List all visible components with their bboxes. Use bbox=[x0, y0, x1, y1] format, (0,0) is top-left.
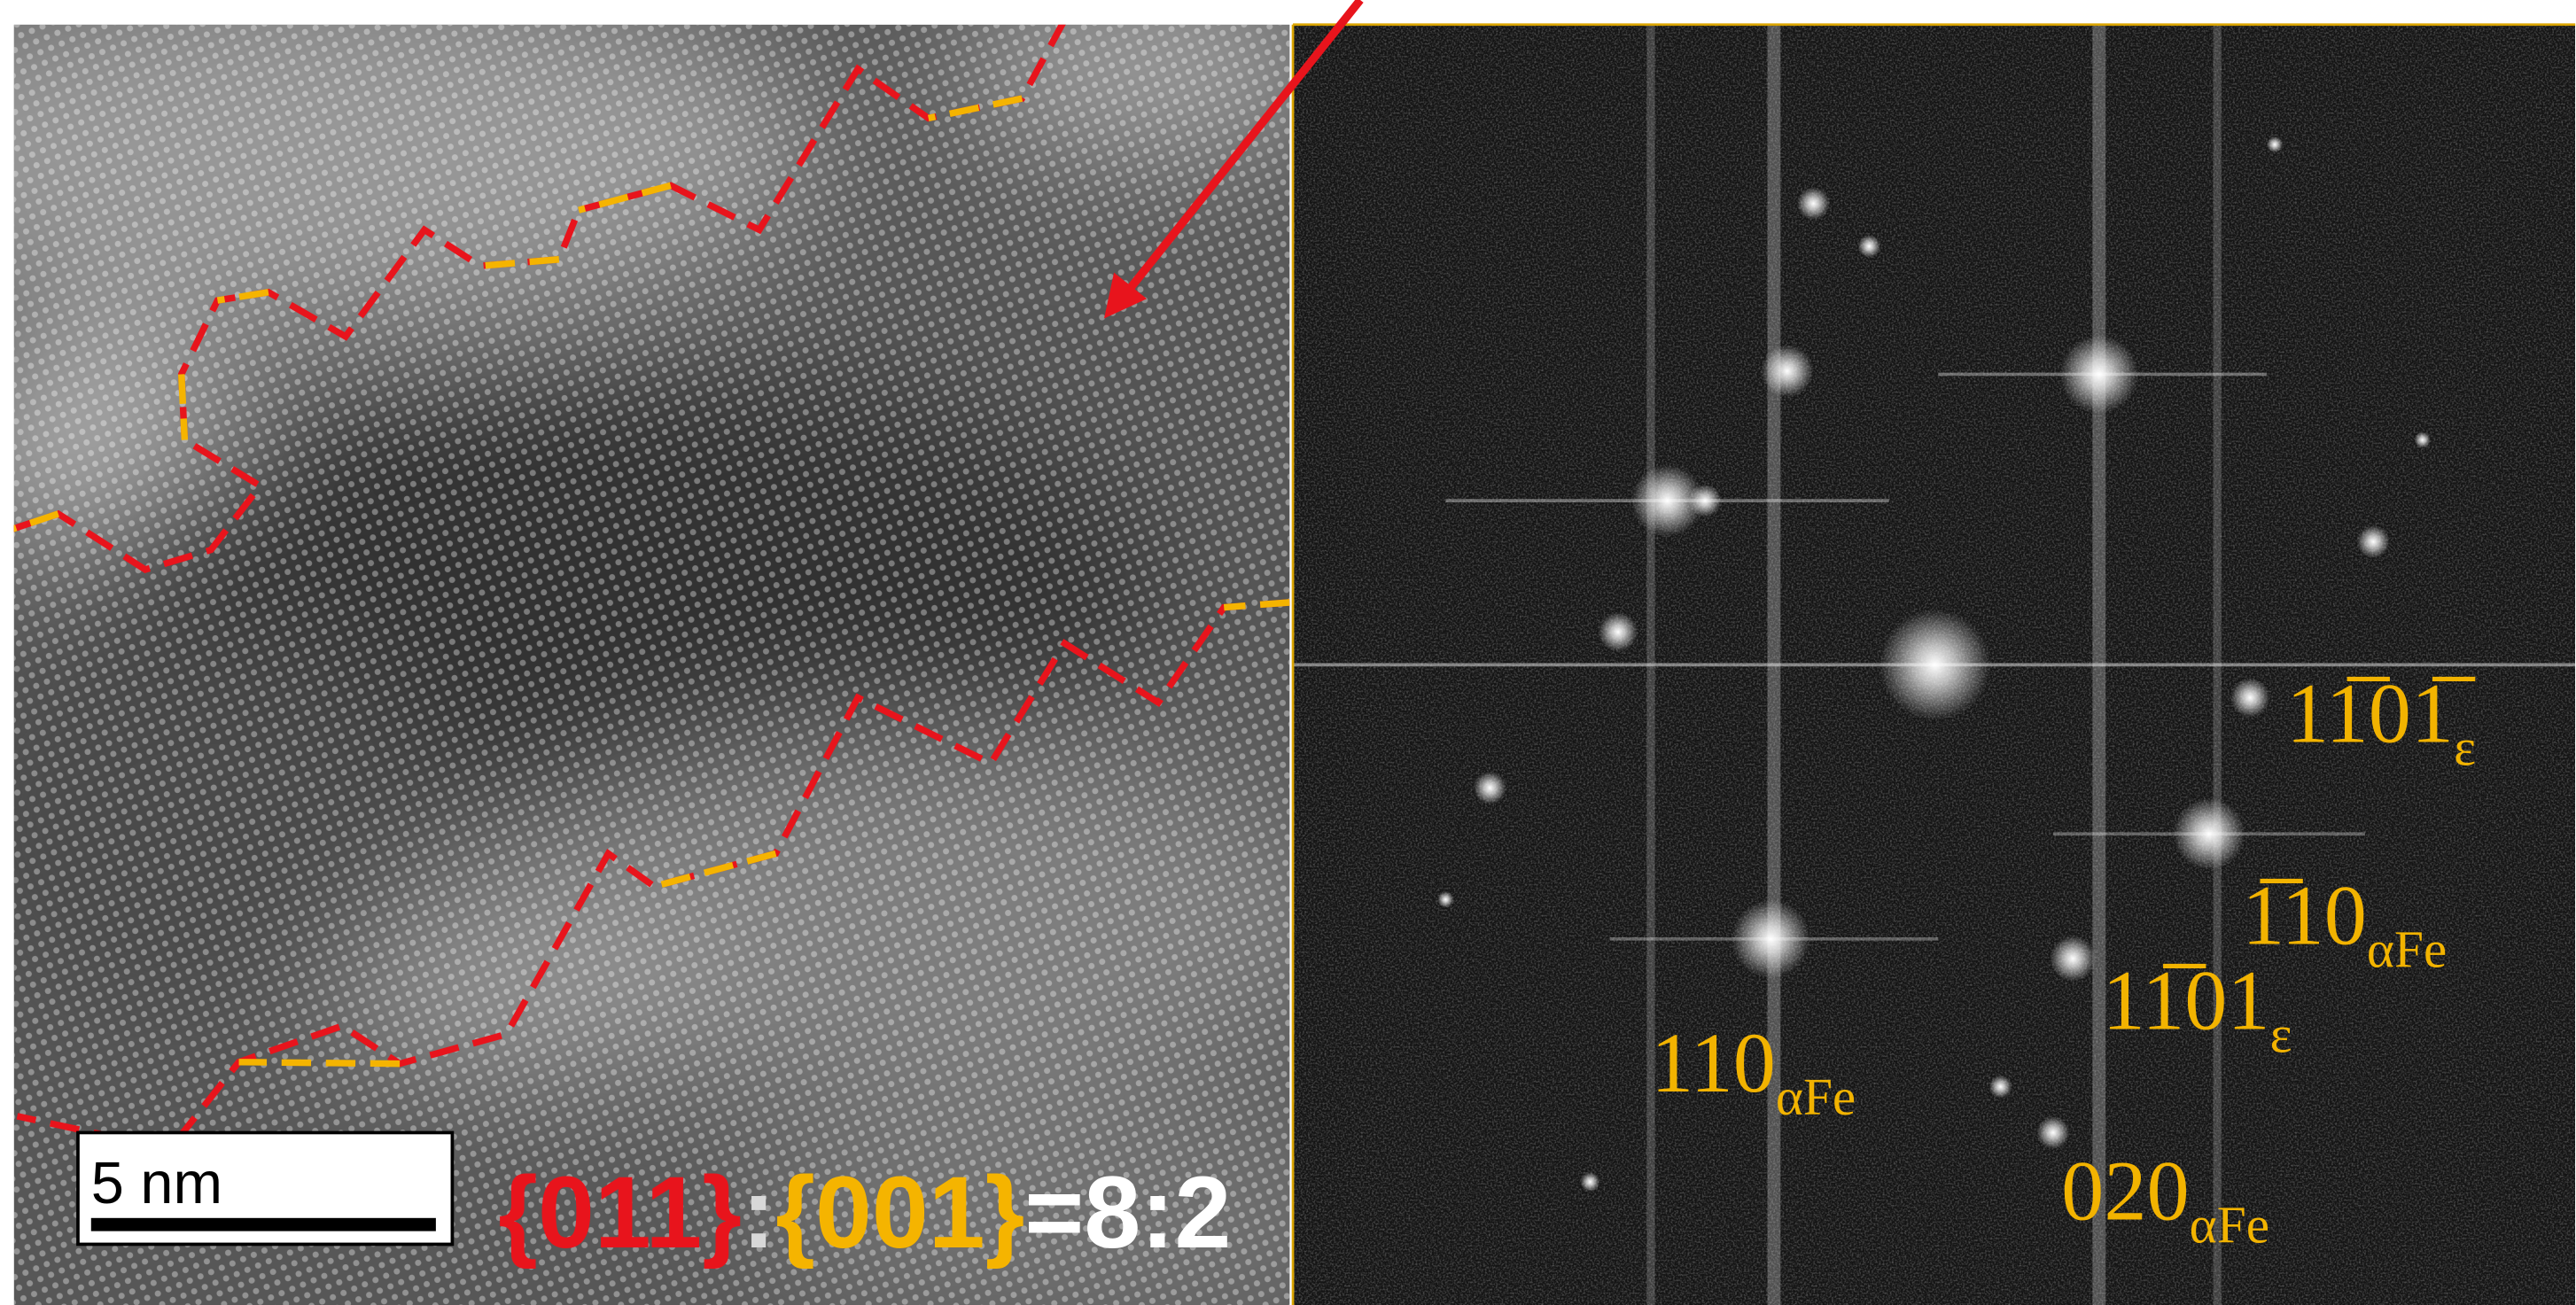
spot-index: 1̅10 bbox=[2242, 867, 2367, 962]
figure: 5 nm {011}:{001}=8:2 bbox=[0, 0, 2576, 1305]
scale-bar bbox=[91, 1218, 436, 1231]
lattice bbox=[14, 25, 1290, 1305]
ratio-first: {011} bbox=[498, 1156, 742, 1270]
scale-bar-label: 5 nm bbox=[91, 1151, 222, 1216]
plane-ratio: {011}:{001}=8:2 bbox=[498, 1156, 1231, 1270]
spot-subscript: αFe bbox=[1776, 1068, 1856, 1126]
tem-image: 5 nm {011}:{001}=8:2 bbox=[0, 0, 1397, 1305]
spot-label: 11̅01ε bbox=[2103, 953, 2292, 1064]
spot-label: 11̅01̅ε bbox=[2286, 665, 2476, 776]
ratio-second: {001} bbox=[775, 1156, 1024, 1270]
ratio-result: =8:2 bbox=[1024, 1156, 1231, 1270]
page: 5 nm {011}:{001}=8:2 bbox=[0, 0, 2576, 1305]
spot-index: 110 bbox=[1651, 1015, 1776, 1110]
spot-index: 11̅01̅ bbox=[2286, 665, 2476, 760]
spot-subscript: αFe bbox=[2190, 1196, 2269, 1255]
spot-subscript: αFe bbox=[2367, 920, 2447, 978]
ratio-separator: : bbox=[742, 1156, 775, 1270]
spot-subscript: ε bbox=[2454, 718, 2476, 776]
spot-subscript: ε bbox=[2270, 1006, 2292, 1064]
spot-index: 020 bbox=[2061, 1144, 2189, 1239]
spot-index: 11̅01 bbox=[2103, 953, 2270, 1048]
